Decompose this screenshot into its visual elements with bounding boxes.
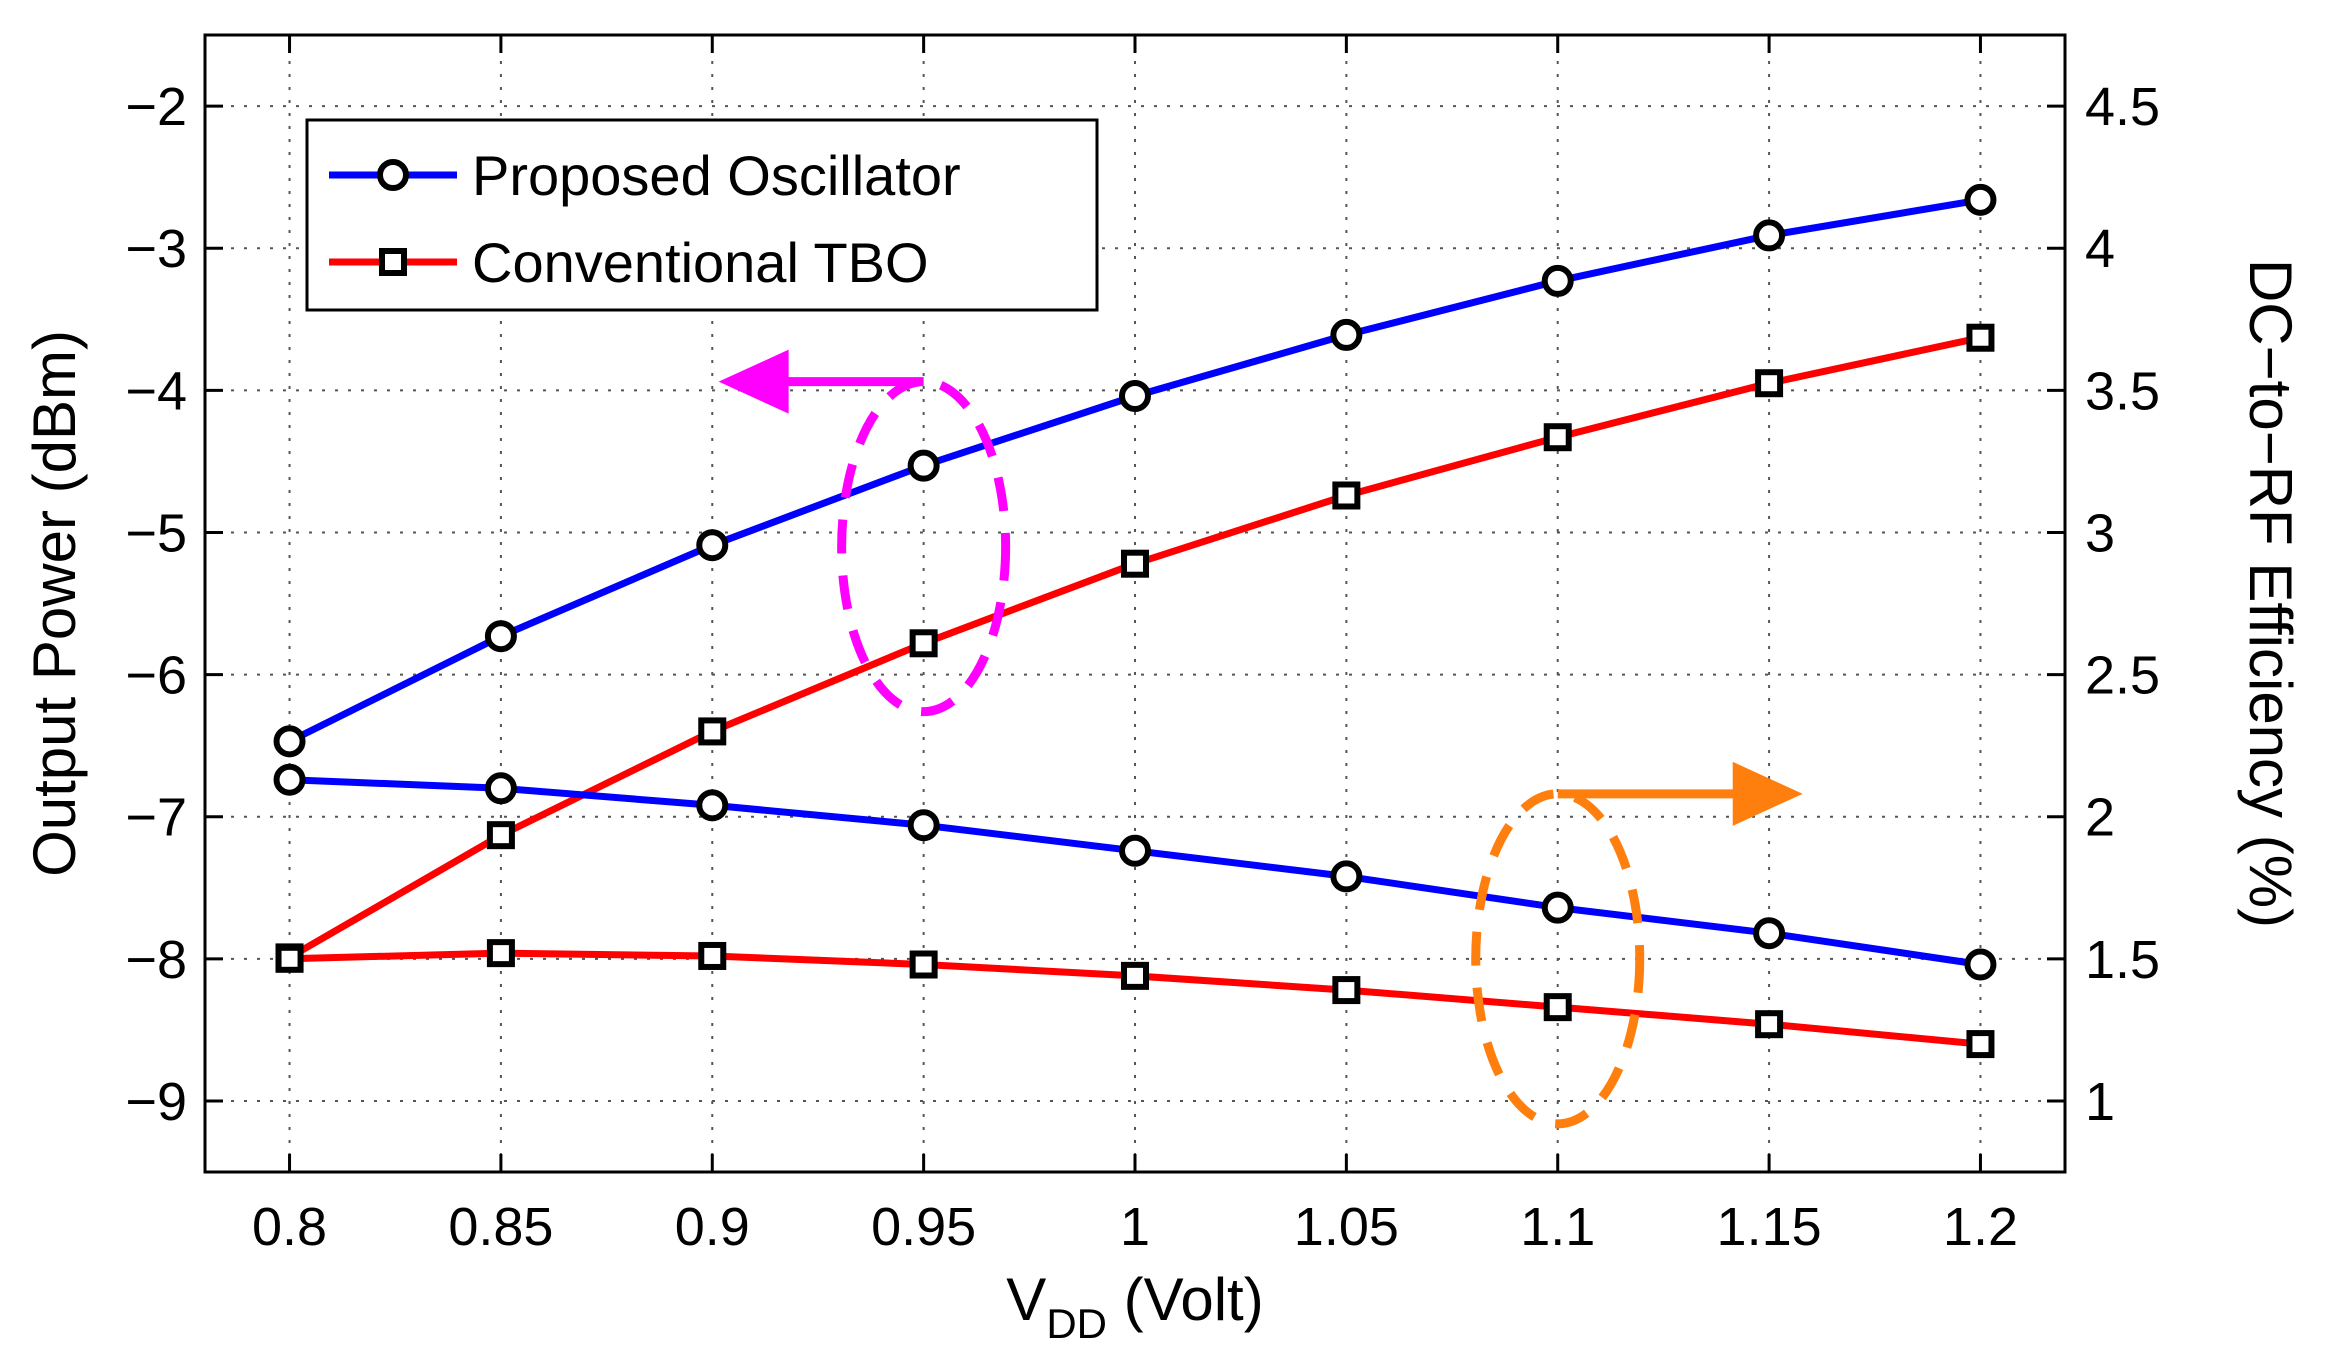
- annotation-arrowhead-1: [1732, 761, 1803, 826]
- data-point-circle: [907, 449, 940, 482]
- data-point-circle: [1753, 219, 1786, 252]
- right-y-tick-label: 4.5: [2085, 77, 2160, 137]
- data-point-circle: [273, 763, 306, 796]
- series-layer: [273, 183, 1997, 1059]
- x-tick-label: 1.1: [1520, 1197, 1595, 1257]
- data-point-square: [1543, 423, 1572, 452]
- annotation-arrowhead-0: [718, 349, 789, 414]
- x-tick-label: 1.05: [1294, 1197, 1399, 1257]
- data-point-circle: [1964, 183, 1997, 216]
- x-axis-title-rest: (Volt): [1107, 1266, 1264, 1333]
- annotation-ellipse-1: [1471, 789, 1645, 1129]
- data-point-square: [1332, 481, 1361, 510]
- legend-marker-conventional: [379, 248, 407, 276]
- data-point-circle: [273, 725, 306, 758]
- x-axis-title-main: V: [1006, 1266, 1046, 1333]
- data-point-square: [486, 821, 515, 850]
- data-point-square: [1755, 369, 1784, 398]
- data-point-circle: [1541, 891, 1574, 924]
- left-y-tick-label: −6: [125, 646, 187, 706]
- data-point-circle: [1330, 318, 1363, 351]
- left-y-tick-label: −5: [125, 503, 187, 563]
- data-point-square: [698, 941, 727, 970]
- right-y-axis-title: DC−to−RF Efficiency (%): [2237, 259, 2304, 928]
- left-y-axis-title: Output Power (dBm): [21, 330, 88, 877]
- x-tick-label: 1.15: [1717, 1197, 1822, 1257]
- annotation-layer: [718, 349, 1803, 1129]
- left-y-tick-label: −8: [125, 930, 187, 990]
- data-point-circle: [484, 772, 517, 805]
- x-tick-label: 1: [1120, 1197, 1150, 1257]
- data-point-square: [1332, 976, 1361, 1005]
- left-y-tick-label: −7: [125, 788, 187, 848]
- data-point-circle: [1119, 379, 1151, 412]
- data-point-square: [1121, 961, 1149, 990]
- data-point-circle: [1964, 948, 1997, 981]
- x-axis-title-subscript: DD: [1046, 1300, 1107, 1347]
- data-point-square: [1121, 549, 1149, 578]
- legend-box: [305, 118, 1099, 312]
- data-point-circle: [907, 809, 940, 842]
- legend-label-conventional: Conventional TBO: [472, 231, 929, 294]
- data-point-circle: [696, 789, 729, 822]
- data-point-square: [275, 944, 304, 973]
- x-tick-label: 0.95: [871, 1197, 976, 1257]
- right-y-tick-label: 3.5: [2085, 361, 2160, 421]
- x-tick-label: 0.8: [252, 1197, 327, 1257]
- axis-ticks: 0.8 0.85 0.9 0.95 1 1.05 1.1 1.15 1.2 −9 −8 −7 −6 −5 −…: [125, 35, 2160, 1257]
- right-y-tick-label: 2: [2085, 788, 2115, 848]
- data-point-square: [1966, 323, 1995, 352]
- data-point-circle: [696, 529, 729, 562]
- data-point-square: [1966, 1030, 1995, 1059]
- left-y-tick-label: −4: [125, 361, 187, 421]
- data-point-circle: [1119, 834, 1151, 867]
- data-point-square: [1755, 1010, 1784, 1039]
- left-y-tick-label: −2: [125, 77, 187, 137]
- right-y-tick-label: 1.5: [2085, 930, 2160, 990]
- data-point-circle: [1753, 917, 1786, 950]
- data-point-square: [486, 939, 515, 968]
- data-point-square: [909, 950, 938, 979]
- data-point-square: [698, 717, 727, 746]
- data-point-square: [1543, 993, 1572, 1022]
- right-y-tick-label: 2.5: [2085, 646, 2160, 706]
- annotation-ellipse-0: [837, 377, 1011, 717]
- left-y-tick-label: −3: [125, 219, 187, 279]
- right-y-tick-label: 4: [2085, 219, 2115, 279]
- legend: Proposed Oscillator Conventional TBO: [305, 118, 1099, 312]
- legend-label-proposed: Proposed Oscillator: [472, 144, 961, 207]
- data-point-circle: [1330, 860, 1363, 893]
- data-point-circle: [484, 620, 517, 653]
- right-y-tick-label: 1: [2085, 1072, 2115, 1132]
- data-point-circle: [1541, 264, 1574, 297]
- x-tick-label: 0.85: [448, 1197, 553, 1257]
- x-axis-title: VDD (Volt): [1006, 1266, 1263, 1347]
- x-tick-label: 1.2: [1943, 1197, 2018, 1257]
- x-tick-label: 0.9: [675, 1197, 750, 1257]
- legend-marker-proposed: [377, 159, 409, 191]
- left-y-tick-label: −9: [125, 1072, 187, 1132]
- right-y-tick-label: 3: [2085, 503, 2115, 563]
- data-point-square: [909, 629, 938, 658]
